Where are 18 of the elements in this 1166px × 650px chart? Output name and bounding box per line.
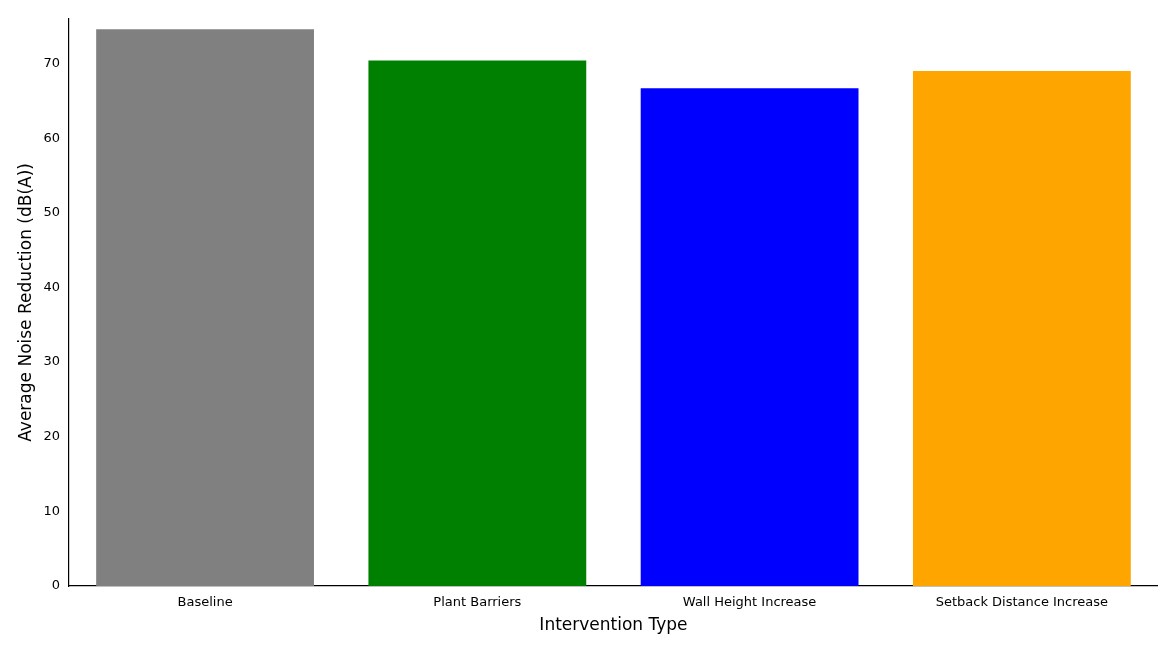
- x-tick-label: Plant Barriers: [433, 594, 522, 610]
- y-tick-label: 60: [43, 129, 60, 145]
- y-axis-title: Average Noise Reduction (dB(A)): [14, 163, 35, 442]
- x-axis-title: Intervention Type: [539, 614, 688, 635]
- y-tick-label: 0: [51, 577, 60, 593]
- x-tick-label: Baseline: [177, 594, 233, 610]
- y-tick-label: 30: [43, 353, 60, 369]
- bar: [640, 88, 859, 586]
- y-tick-label: 40: [43, 278, 60, 294]
- bar: [912, 71, 1131, 586]
- bar: [96, 29, 314, 586]
- y-tick-label: 10: [43, 502, 60, 518]
- bar: [368, 60, 587, 586]
- y-tick-label: 70: [43, 54, 60, 70]
- y-tick-label: 50: [43, 204, 60, 220]
- y-tick-label: 20: [43, 428, 60, 444]
- x-tick-label: Wall Height Increase: [682, 594, 817, 610]
- x-tick-label: Setback Distance Increase: [935, 594, 1109, 610]
